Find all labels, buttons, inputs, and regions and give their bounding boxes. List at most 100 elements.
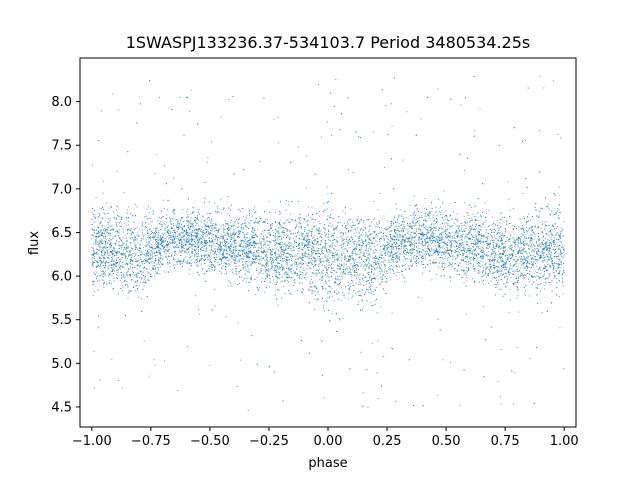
data-point bbox=[412, 250, 414, 252]
data-point bbox=[352, 269, 354, 271]
data-point bbox=[344, 297, 346, 299]
data-point bbox=[122, 249, 124, 251]
data-point bbox=[396, 243, 398, 245]
data-point bbox=[210, 221, 212, 223]
data-point bbox=[268, 275, 270, 277]
data-point bbox=[118, 109, 120, 111]
data-point bbox=[238, 222, 240, 224]
data-point bbox=[245, 270, 247, 272]
data-point bbox=[336, 237, 338, 239]
data-point bbox=[484, 271, 486, 273]
data-point bbox=[194, 229, 196, 231]
data-point bbox=[504, 269, 506, 271]
data-point bbox=[528, 213, 530, 215]
data-point bbox=[164, 230, 166, 232]
data-point bbox=[227, 242, 229, 244]
data-point bbox=[438, 239, 440, 241]
data-point bbox=[392, 248, 394, 250]
data-point bbox=[416, 252, 418, 254]
data-point bbox=[561, 246, 563, 248]
data-point bbox=[101, 260, 103, 262]
data-point bbox=[526, 257, 528, 259]
data-point bbox=[222, 253, 224, 255]
data-point bbox=[117, 244, 119, 246]
data-point bbox=[558, 235, 560, 237]
data-point bbox=[354, 250, 356, 252]
data-point bbox=[424, 258, 426, 260]
data-point bbox=[361, 239, 363, 241]
data-point bbox=[441, 237, 443, 239]
data-point bbox=[312, 249, 314, 251]
data-point bbox=[357, 216, 359, 218]
data-point bbox=[531, 249, 533, 251]
data-point bbox=[269, 257, 271, 259]
data-point bbox=[211, 219, 213, 221]
data-point bbox=[416, 231, 418, 233]
data-point bbox=[274, 212, 276, 214]
data-point bbox=[510, 265, 512, 267]
data-point bbox=[295, 263, 297, 265]
data-point bbox=[285, 272, 287, 274]
data-point bbox=[394, 253, 396, 255]
data-point bbox=[458, 265, 460, 267]
data-point bbox=[212, 222, 214, 224]
data-point bbox=[100, 221, 102, 223]
data-point bbox=[346, 236, 348, 238]
data-point bbox=[140, 298, 142, 300]
data-point bbox=[380, 306, 382, 308]
data-point bbox=[177, 247, 179, 249]
data-point bbox=[449, 232, 451, 234]
data-point bbox=[242, 246, 244, 248]
data-point bbox=[336, 254, 338, 256]
data-point bbox=[489, 245, 491, 247]
data-point bbox=[488, 282, 490, 284]
data-point bbox=[549, 253, 551, 255]
data-point bbox=[460, 258, 462, 260]
data-point bbox=[495, 247, 497, 249]
data-point bbox=[360, 245, 362, 247]
data-point bbox=[251, 235, 253, 237]
data-point bbox=[470, 257, 472, 259]
data-point bbox=[453, 222, 455, 224]
data-point bbox=[390, 261, 392, 263]
data-point bbox=[385, 246, 387, 248]
data-point bbox=[230, 244, 232, 246]
data-point bbox=[210, 228, 212, 230]
data-point bbox=[348, 169, 349, 171]
data-point bbox=[113, 242, 115, 244]
data-point bbox=[260, 256, 262, 258]
data-point bbox=[221, 237, 223, 239]
data-point bbox=[558, 186, 560, 188]
data-point bbox=[261, 241, 263, 243]
data-point bbox=[522, 242, 524, 244]
data-point bbox=[145, 226, 147, 228]
data-point bbox=[206, 229, 208, 231]
data-point bbox=[343, 252, 345, 254]
data-point bbox=[180, 240, 182, 242]
data-point bbox=[291, 272, 293, 274]
data-point bbox=[220, 225, 222, 227]
data-point bbox=[440, 227, 442, 229]
data-point bbox=[147, 279, 149, 281]
data-point bbox=[286, 262, 288, 264]
data-point bbox=[346, 260, 348, 262]
data-point bbox=[352, 281, 354, 283]
data-point bbox=[324, 241, 326, 243]
data-point bbox=[437, 220, 439, 222]
data-point bbox=[361, 299, 363, 301]
data-point bbox=[468, 263, 470, 265]
data-point bbox=[549, 243, 551, 245]
data-point bbox=[536, 265, 538, 267]
data-point bbox=[224, 246, 226, 248]
data-point bbox=[196, 262, 198, 264]
data-point bbox=[103, 271, 105, 273]
data-point bbox=[388, 226, 390, 228]
data-point bbox=[202, 246, 204, 248]
data-point bbox=[395, 248, 397, 250]
data-point bbox=[338, 255, 340, 257]
data-point bbox=[409, 223, 411, 225]
data-point bbox=[239, 243, 241, 245]
data-point bbox=[233, 241, 235, 243]
data-point bbox=[489, 272, 491, 274]
data-point bbox=[381, 258, 383, 260]
